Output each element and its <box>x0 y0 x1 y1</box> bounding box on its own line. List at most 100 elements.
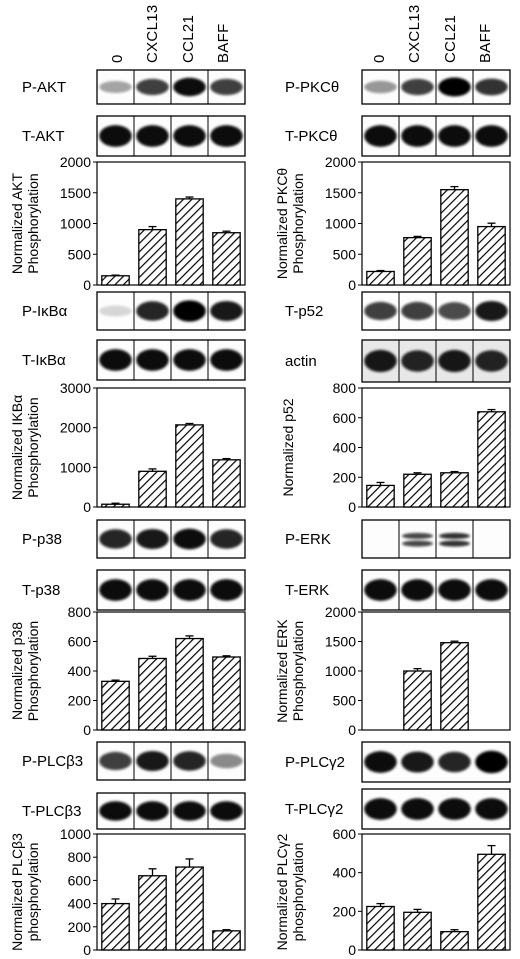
y-tick-label: 1500 <box>325 634 356 650</box>
chart-plot-frame <box>361 833 511 951</box>
y-tick-label: 200 <box>68 693 92 709</box>
blot-band <box>364 80 397 94</box>
y-axis-label-line: Normalized ERK <box>274 619 290 723</box>
lane-header-0: 0 <box>371 54 388 63</box>
blot-band <box>136 528 169 550</box>
y-tick-label: 1500 <box>60 185 91 201</box>
y-axis-label-line: Phosphorylation <box>25 173 41 273</box>
y-axis-label-line: Phosphorylation <box>290 621 306 721</box>
bar-cxcl13 <box>403 473 432 508</box>
blot-label-total: T-ERK <box>285 582 329 599</box>
y-tick-label: 800 <box>68 604 92 620</box>
bar-ccl21 <box>440 189 469 286</box>
y-tick-label: 1000 <box>60 216 91 232</box>
panel-right-1: T-p52 actin 0 200 400 600 800 Normalized p52 <box>280 291 511 515</box>
y-axis-label-line: phosphorylation <box>25 843 41 942</box>
bar-cxcl13 <box>138 470 167 508</box>
blot-band <box>438 532 471 540</box>
bar-ccl21 <box>175 198 204 286</box>
y-tick-label: 2000 <box>325 604 356 620</box>
lane-headers-left: 0 CXCL13 CCL21 BAFF <box>109 5 232 64</box>
blot-band <box>364 798 397 820</box>
y-tick-label: 2000 <box>60 154 91 170</box>
lane-header-baff: BAFF <box>477 23 494 63</box>
y-axis-label-line: Normalized PKCθ <box>274 168 290 279</box>
y-axis-label: Normalized p52 <box>280 398 296 496</box>
bar-baff <box>212 930 241 951</box>
blot-band <box>475 579 508 601</box>
blot-band <box>364 579 397 601</box>
bar-ccl21 <box>440 930 469 951</box>
blot-band <box>99 81 132 93</box>
panel-left-1: P-IκBα T-IκBα 0 1000 2000 3000 Normalized IKBα… <box>9 291 246 515</box>
blot-band <box>475 750 508 774</box>
blot-band <box>99 529 132 549</box>
y-axis-label: Normalized PLCβ3phosphorylation <box>9 833 41 951</box>
blot-band <box>136 125 169 147</box>
blot-band <box>475 798 508 820</box>
y-tick-label: 200 <box>68 919 92 935</box>
y-tick-label: 400 <box>68 663 92 679</box>
blot-band <box>401 350 434 372</box>
y-axis-label-line: Normalized IKBα <box>9 395 25 500</box>
y-axis-label-line: Normalized p52 <box>280 398 296 496</box>
bar-0 <box>366 270 395 286</box>
y-tick-label: 500 <box>68 246 92 262</box>
blot-band <box>210 78 243 96</box>
y-axis-label-line: Phosphorylation <box>25 397 41 497</box>
chart-plot-frame <box>361 611 511 731</box>
y-tick-label: 0 <box>348 499 356 515</box>
y-tick-label: 0 <box>83 942 91 958</box>
lane-headers-right: 0 CXCL13 CCL21 BAFF <box>371 5 494 64</box>
y-tick-label: 600 <box>333 826 357 842</box>
y-axis-label-line: Normalized PLCγ2 <box>274 833 290 950</box>
y-tick-label: 400 <box>333 440 357 456</box>
blot-band <box>210 801 243 821</box>
lane-header-cxcl13: CXCL13 <box>406 5 423 64</box>
blot-label-phospho: P-PKCθ <box>285 79 339 96</box>
blot-band <box>136 750 169 772</box>
bar-baff <box>477 853 506 951</box>
blot-band <box>136 78 169 96</box>
y-axis-label-line: phosphorylation <box>290 843 306 942</box>
y-axis-label-line: Normalized AKT <box>9 172 25 274</box>
y-tick-label: 200 <box>333 903 357 919</box>
y-axis-label-line: Phosphorylation <box>25 621 41 721</box>
bar-baff <box>212 459 241 508</box>
bar-ccl21 <box>440 642 469 731</box>
blot-band <box>173 77 206 97</box>
bar-0 <box>366 484 395 508</box>
blot-band <box>210 125 243 147</box>
y-tick-label: 2000 <box>325 154 356 170</box>
y-axis-label: Normalized ERKPhosphorylation <box>274 619 306 723</box>
blot-band <box>210 349 243 371</box>
bar-baff <box>212 656 241 731</box>
bar-cxcl13 <box>138 228 167 286</box>
blot-label-phospho: P-PLCγ2 <box>285 754 345 771</box>
bar-cxcl13 <box>138 657 167 731</box>
y-tick-label: 200 <box>333 469 357 485</box>
blot-label-total: T-AKT <box>22 128 65 145</box>
blot-band <box>99 125 132 147</box>
blot-band <box>401 540 434 547</box>
y-tick-label: 0 <box>348 942 356 958</box>
blot-band <box>210 753 243 769</box>
blot-band <box>401 579 434 601</box>
y-tick-label: 600 <box>68 872 92 888</box>
blot-band <box>99 801 132 821</box>
blot-band <box>438 751 471 773</box>
blot-label-total: T-p38 <box>22 582 60 599</box>
blot-label-total: T-PLCβ3 <box>22 803 81 820</box>
blot-band <box>210 300 243 322</box>
y-axis-label: Normalized AKTPhosphorylation <box>9 172 41 274</box>
y-tick-label: 500 <box>333 693 357 709</box>
panel-left-3: P-PLCβ3 T-PLCβ3 0 200 400 600 800 1000 Normalize… <box>9 741 246 958</box>
blot-label-phospho: P-ERK <box>285 531 331 548</box>
y-tick-label: 1500 <box>325 185 356 201</box>
blot-band <box>210 579 243 601</box>
blot-band <box>173 349 206 371</box>
y-tick-label: 400 <box>68 896 92 912</box>
blot-band <box>364 125 397 147</box>
bar-baff <box>477 225 506 286</box>
blot-band <box>99 579 132 601</box>
